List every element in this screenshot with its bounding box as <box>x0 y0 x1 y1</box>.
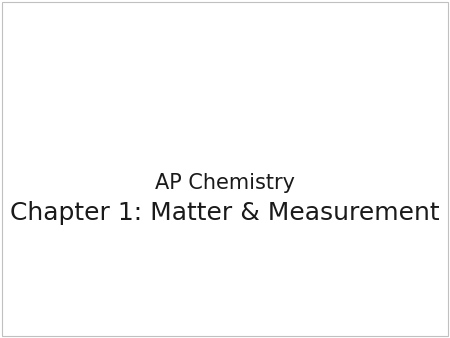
Text: Chapter 1: Matter & Measurement: Chapter 1: Matter & Measurement <box>10 201 440 225</box>
Text: AP Chemistry: AP Chemistry <box>155 172 295 193</box>
